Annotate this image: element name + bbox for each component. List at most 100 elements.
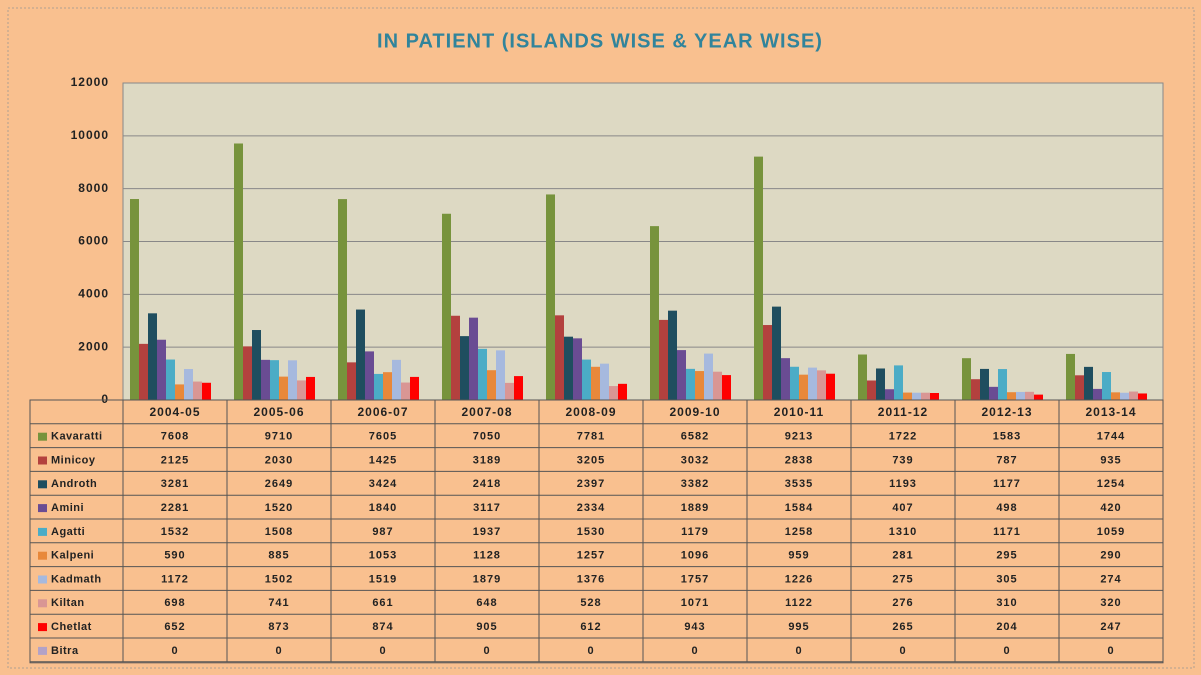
legend-swatch (38, 551, 47, 560)
table-value: 1177 (993, 478, 1021, 490)
table-value: 1519 (369, 573, 397, 585)
bar (261, 359, 270, 400)
table-value: 995 (788, 621, 809, 633)
table-value: 9710 (265, 431, 293, 443)
bar (876, 368, 885, 400)
x-tick-label: 2008-09 (565, 405, 616, 419)
table-value: 661 (372, 597, 393, 609)
table-value: 1508 (265, 526, 293, 538)
table-value: 295 (996, 550, 1017, 562)
table-value: 739 (892, 454, 913, 466)
table-value: 1840 (369, 502, 397, 514)
bar (600, 363, 609, 400)
y-tick-label: 6000 (78, 234, 109, 248)
table-value: 2418 (473, 478, 501, 490)
bar (564, 336, 573, 400)
table-value: 905 (476, 621, 497, 633)
x-tick-label: 2013-14 (1085, 405, 1136, 419)
table-value: 987 (372, 526, 393, 538)
table-value: 1879 (473, 573, 501, 585)
bar (817, 370, 826, 400)
bar (374, 373, 383, 400)
bar (704, 353, 713, 400)
table-value: 265 (892, 621, 913, 633)
x-tick-label: 2012-13 (981, 405, 1032, 419)
legend-swatch (38, 527, 47, 536)
bar (763, 325, 772, 400)
legend-label: Androth (51, 478, 97, 490)
table-value: 0 (587, 645, 594, 657)
bar (980, 368, 989, 400)
bar (297, 380, 306, 400)
table-value: 7608 (161, 431, 189, 443)
bar (1129, 391, 1138, 400)
table-value: 3032 (681, 454, 709, 466)
bar (971, 379, 980, 400)
bar (686, 368, 695, 400)
bar (668, 310, 677, 400)
bar (139, 343, 148, 400)
bar (288, 360, 297, 400)
table-value: 6582 (681, 431, 709, 443)
bar (722, 375, 731, 400)
table-value: 2125 (161, 454, 189, 466)
bar (252, 330, 261, 400)
bar (496, 350, 505, 400)
legend-swatch (38, 599, 47, 608)
bar (1084, 366, 1093, 400)
legend-label: Kiltan (51, 597, 85, 609)
bar (410, 376, 419, 400)
table-value: 885 (268, 550, 289, 562)
bar (1111, 392, 1120, 400)
legend-swatch (38, 456, 47, 465)
bar (270, 360, 279, 400)
bar (1034, 394, 1043, 400)
legend-swatch (38, 646, 47, 655)
y-tick-label: 2000 (78, 339, 109, 353)
table-value: 0 (1003, 645, 1010, 657)
table-value: 2281 (161, 502, 189, 514)
bar (487, 370, 496, 400)
legend-swatch (38, 432, 47, 441)
table-value: 2838 (785, 454, 813, 466)
x-tick-label: 2005-06 (253, 405, 304, 419)
table-value: 612 (580, 621, 601, 633)
bar (338, 199, 347, 400)
table-value: 1059 (1097, 526, 1125, 538)
bar (1075, 375, 1084, 400)
bar (514, 376, 523, 400)
bar (1025, 391, 1034, 400)
bar (650, 226, 659, 400)
x-tick-label: 2011-12 (878, 405, 928, 419)
bar (1102, 372, 1111, 400)
table-value: 0 (691, 645, 698, 657)
bar (202, 382, 211, 400)
bar (546, 194, 555, 400)
table-value: 320 (1100, 597, 1121, 609)
table-value: 0 (899, 645, 906, 657)
table-value: 1520 (265, 502, 293, 514)
table-value: 0 (1107, 645, 1114, 657)
table-value: 1584 (785, 502, 813, 514)
table-value: 874 (372, 621, 393, 633)
table-value: 2649 (265, 478, 293, 490)
bar (365, 351, 374, 400)
legend-label: Agatti (51, 526, 85, 538)
table-value: 275 (892, 573, 913, 585)
bar (772, 306, 781, 400)
bar (867, 380, 876, 400)
bar (799, 374, 808, 400)
bar (609, 386, 618, 400)
y-tick-label: 4000 (78, 287, 109, 301)
bar (826, 373, 835, 400)
bar (469, 317, 478, 400)
table-value: 1937 (473, 526, 501, 538)
bar (175, 384, 184, 400)
bar (808, 367, 817, 400)
table-value: 407 (892, 502, 913, 514)
table-value: 1376 (577, 573, 605, 585)
table-value: 3281 (161, 478, 189, 490)
table-value: 0 (795, 645, 802, 657)
table-value: 1179 (681, 526, 709, 538)
bar (894, 365, 903, 400)
